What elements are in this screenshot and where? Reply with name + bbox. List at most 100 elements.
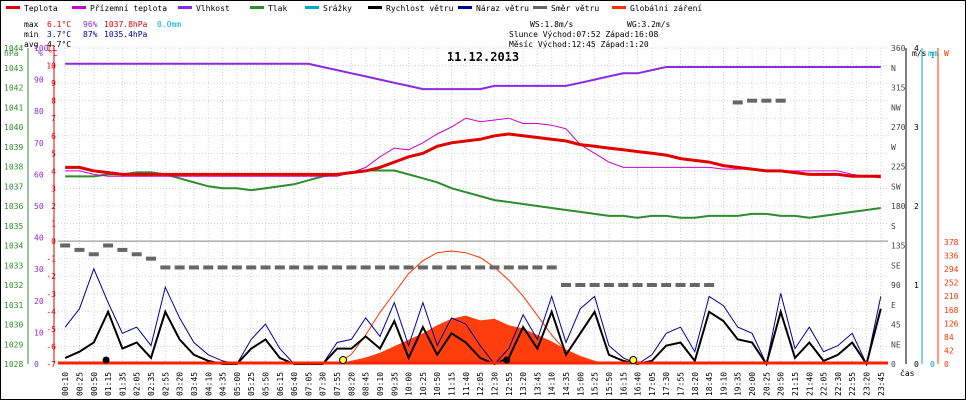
wind-dir-mark — [389, 265, 400, 270]
wind-dir-mark — [360, 265, 371, 270]
temperature-line — [65, 132, 881, 178]
tick-hpa: 1042 — [4, 84, 23, 93]
tick-ms: 1 — [914, 281, 919, 290]
tick-dir: 360 — [891, 44, 906, 53]
wind-dir-mark — [117, 247, 128, 252]
legend-label: Vlhkost — [196, 4, 230, 13]
stat-min-temp: 3.7°C — [47, 30, 71, 39]
wind-gust-line — [64, 267, 882, 366]
tick-dir: SW — [891, 182, 901, 191]
tick-hpa: 1044 — [4, 44, 23, 53]
legend-label: Srážky — [323, 4, 352, 13]
axes: hPa% °C m/s mm W1044104310421041104010391038… — [4, 44, 959, 369]
legend-label: Směr větru — [551, 4, 599, 13]
radiation-area — [65, 315, 881, 364]
tick-dir: SE — [891, 261, 901, 270]
x-tick-label: 00:25 — [75, 372, 84, 396]
sunrise-marker — [339, 356, 348, 364]
stats-panel: max 6.1°C 96% 1037.8hPa 0.0mm min 3.7°C 87% 1035… — [24, 20, 671, 49]
wind-dir-mark — [747, 98, 758, 103]
tick-dir: S — [891, 222, 896, 231]
x-tick-label: 20:00 — [748, 372, 757, 396]
axis-unit-w: W — [944, 49, 949, 58]
tick-pct: 40 — [34, 234, 44, 243]
legend-label: Náraz větru — [476, 4, 529, 13]
tick-pct: 10 — [34, 328, 44, 337]
x-tick-label: 15:00 — [576, 372, 585, 396]
tick-hpa: 1037 — [4, 182, 23, 191]
x-tick-label: 02:55 — [161, 372, 170, 396]
tick-degc: 11 — [46, 44, 56, 53]
humidity-line — [65, 62, 881, 91]
tick-degc: -1 — [46, 255, 56, 264]
x-tick-label: 16:40 — [634, 372, 643, 396]
x-tick-label: 17:05 — [648, 372, 657, 396]
wind-dir-mark — [231, 265, 242, 270]
x-tick-label: 07:30 — [319, 372, 328, 396]
x-tick-label: 03:20 — [176, 372, 185, 396]
tick-w: 378 — [944, 238, 959, 247]
tick-hpa: 1039 — [4, 143, 23, 152]
wind-speed-line — [64, 308, 882, 367]
wind-dir-mark — [174, 265, 185, 270]
tick-hpa: 1028 — [4, 360, 23, 369]
wind-dir-mark — [546, 265, 557, 270]
wind-dir-mark — [403, 265, 414, 270]
x-tick-label: 12:05 — [476, 372, 485, 396]
tick-hpa: 1043 — [4, 64, 23, 73]
tick-w: 168 — [944, 306, 959, 315]
tick-dir: N — [891, 64, 896, 73]
wind-dir-mark — [503, 265, 514, 270]
legend-label: Teplota — [24, 4, 58, 13]
legend-swatch — [72, 6, 86, 9]
tick-w: 0 — [944, 360, 949, 369]
x-tick-label: 17:55 — [677, 372, 686, 396]
legend-swatch — [612, 6, 626, 9]
wind-dir-mark — [561, 283, 572, 287]
legend-swatch — [305, 6, 319, 9]
axis-unit-degc: °C — [48, 49, 58, 58]
stat-min-hum: 87% — [83, 30, 98, 39]
x-tick-label: 11:40 — [462, 372, 471, 396]
tick-degc: 10 — [46, 62, 56, 71]
wind-dir-mark — [460, 265, 471, 270]
stat-label-max: max — [24, 20, 39, 29]
wind-dir-mark — [303, 265, 314, 270]
x-tick-label: 12:55 — [505, 372, 514, 396]
stat-max-rain: 0.0mm — [157, 20, 181, 29]
wind-dir-mark — [661, 283, 672, 287]
x-tick-label: 13:20 — [519, 372, 528, 396]
legend-swatch — [368, 6, 382, 9]
tick-hpa: 1034 — [4, 242, 23, 251]
x-tick-label: 05:25 — [247, 372, 256, 396]
wind-dir-mark — [60, 243, 71, 248]
x-tick-label: 20:50 — [777, 372, 786, 396]
axis-unit-mm: mm — [928, 49, 938, 58]
legend-swatch — [178, 6, 192, 9]
tick-degc: -2 — [46, 272, 56, 281]
wind-dir-mark — [775, 98, 786, 103]
x-tick-label: 13:45 — [533, 372, 542, 396]
moonrise-marker — [503, 356, 511, 364]
wind-dir-mark — [704, 283, 715, 287]
tick-hpa: 1040 — [4, 123, 23, 132]
x-tick-label: 10:50 — [433, 372, 442, 396]
x-tick-label: 23:20 — [863, 372, 872, 396]
tick-ms: 3 — [914, 123, 919, 132]
info-wg: WG:3.2m/s — [627, 20, 671, 29]
x-tick-label: 20:25 — [762, 372, 771, 396]
tick-dir: 270 — [891, 123, 906, 132]
pressure-line — [65, 169, 881, 219]
x-tick-label: 02:35 — [147, 372, 156, 396]
tick-hpa: 1038 — [4, 163, 23, 172]
axis-unit-ms: m/s — [912, 49, 927, 58]
x-tick-label: 17:30 — [662, 372, 671, 396]
tick-hpa: 1031 — [4, 301, 23, 310]
x-tick-label: 21:40 — [805, 372, 814, 396]
tick-pct: 60 — [34, 170, 44, 179]
tick-hpa: 1036 — [4, 202, 23, 211]
tick-degc: -7 — [46, 360, 56, 369]
tick-dir: W — [891, 143, 896, 152]
wind-dir-mark — [575, 283, 586, 287]
